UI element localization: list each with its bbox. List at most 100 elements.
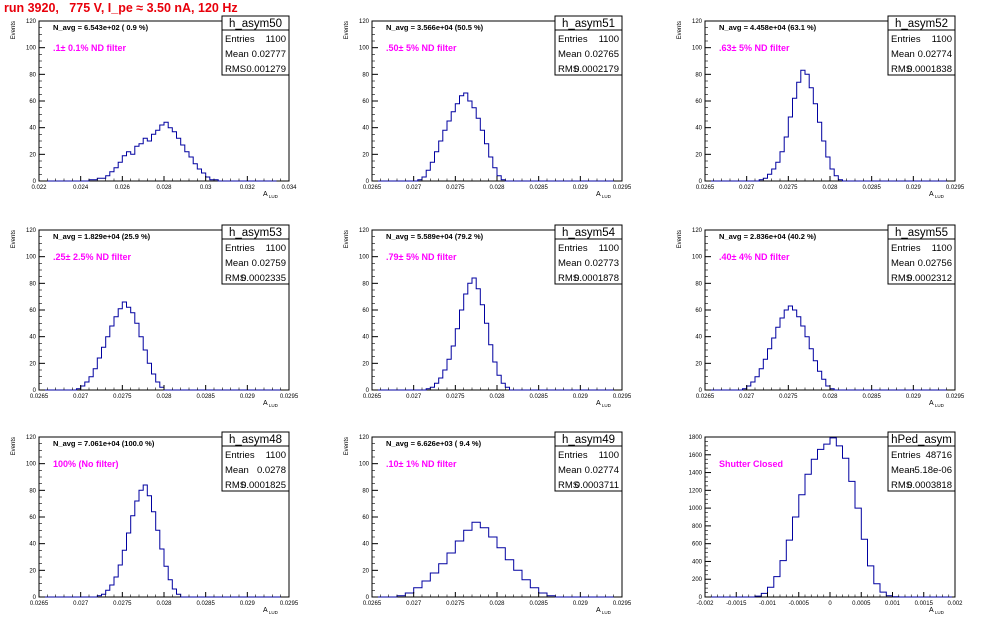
y-tick-label: 100	[359, 462, 370, 468]
x-tick-label: 0.027	[739, 394, 755, 400]
y-tick-label: 40	[695, 335, 702, 341]
x-tick-label: 0.028	[156, 394, 172, 400]
y-tick-label: 80	[695, 72, 702, 78]
y-tick-label: 0	[33, 595, 37, 601]
y-tick-label: 100	[692, 46, 703, 52]
x-tick-label: 0.0295	[946, 185, 965, 191]
x-tick-label: 0.0285	[196, 394, 215, 400]
stats-box	[887, 431, 956, 492]
x-tick-label: 0.0265	[696, 394, 715, 400]
stat-label-mean: Mean	[891, 49, 915, 60]
filter-annotation: 100% (No filter)	[53, 459, 119, 469]
x-tick-label: 0.03	[200, 185, 212, 191]
filter-annotation: .1± 0.1% ND filter	[53, 43, 126, 53]
histogram-line	[376, 92, 614, 182]
stat-value-mean: 0.02759	[252, 258, 286, 269]
y-tick-label: 120	[359, 19, 370, 25]
stat-label-entries: Entries	[558, 243, 588, 254]
stat-value-mean: 0.02777	[252, 49, 286, 60]
y-axis-label: Events	[344, 437, 350, 455]
stat-label-mean: Mean	[225, 49, 249, 60]
stat-label-rms: RMS	[558, 64, 579, 75]
x-tick-label: 0.029	[573, 394, 589, 400]
stat-value-rms: 0.0001825	[241, 480, 286, 491]
x-tick-label: 0.0275	[446, 394, 465, 400]
histogram-line	[376, 277, 614, 391]
navg-annotation: N_avg = 3.566e+04 (50.5 %)	[386, 23, 484, 32]
y-tick-label: 60	[362, 308, 369, 314]
x-tick-label: 0.029	[573, 601, 589, 607]
y-tick-label: 60	[29, 99, 36, 105]
histogram-panel-h_asym50: 0.022 0.024 0.026 0.028 0.03 0.032 0.034 0 20 40 6…	[11, 15, 297, 199]
x-tick-label: 0.029	[240, 394, 256, 400]
y-tick-label: 40	[29, 542, 36, 548]
filter-annotation: .25± 2.5% ND filter	[53, 252, 131, 262]
x-tick-label: 0.0265	[30, 601, 49, 607]
histogram-panel-h_asym53: 0.0265 0.027 0.0275 0.028 0.0285 0.029 0.0295 0…	[11, 224, 299, 408]
stat-value-entries: 1100	[599, 243, 619, 254]
stat-value-entries: 1100	[932, 243, 952, 254]
filter-annotation: .50± 5% ND filter	[386, 43, 457, 53]
y-tick-label: 800	[692, 524, 703, 530]
x-tick-label: 0.029	[240, 601, 256, 607]
x-tick-label: 0.029	[573, 185, 589, 191]
y-tick-label: 100	[359, 46, 370, 52]
y-tick-label: 60	[695, 308, 702, 314]
y-tick-label: 120	[692, 228, 703, 234]
y-axis-label: Events	[344, 21, 350, 39]
y-tick-label: 1600	[689, 453, 703, 459]
histogram-name: h_asym49	[562, 434, 615, 446]
x-axis-label: A LUD	[263, 400, 279, 408]
y-tick-label: 40	[362, 126, 369, 132]
stats-box	[887, 224, 956, 285]
y-tick-label: 80	[362, 281, 369, 287]
x-tick-label: 0.0295	[946, 394, 965, 400]
stat-label-mean: Mean	[891, 258, 915, 269]
stat-value-entries: 1100	[599, 450, 619, 461]
stats-box	[554, 224, 623, 285]
stat-value-entries: 1100	[599, 34, 619, 45]
x-axis-label: A LUD	[929, 607, 945, 615]
stat-label-rms: RMS	[558, 480, 579, 491]
stat-label-mean: Mean	[558, 258, 582, 269]
stat-value-mean: -5.18e-06	[911, 465, 952, 476]
stats-box	[887, 15, 956, 76]
x-tick-label: 0.027	[73, 394, 89, 400]
x-tick-label: -0.0005	[789, 601, 810, 607]
y-tick-label: 100	[26, 255, 37, 261]
y-tick-label: 0	[699, 388, 703, 394]
filter-annotation: .10± 1% ND filter	[386, 459, 457, 469]
stat-value-mean: 0.0278	[257, 465, 286, 476]
stat-label-entries: Entries	[558, 34, 588, 45]
x-tick-label: 0.0285	[529, 185, 548, 191]
stat-value-mean: 0.02756	[918, 258, 952, 269]
x-tick-label: 0.0265	[363, 185, 382, 191]
x-tick-label: 0.0285	[529, 394, 548, 400]
x-tick-label: 0.001	[885, 601, 901, 607]
histogram-line	[47, 121, 277, 182]
histogram-panel-h_asym55: 0.0265 0.027 0.0275 0.028 0.0285 0.029 0.0295 0…	[677, 224, 965, 408]
x-tick-label: 0.028	[489, 601, 505, 607]
stat-value-entries: 1100	[266, 34, 286, 45]
y-tick-label: 400	[692, 559, 703, 565]
histogram-panel-h_asym49: 0.0265 0.027 0.0275 0.028 0.0285 0.029 0.0295 0…	[344, 431, 632, 615]
navg-annotation: N_avg = 6.626e+03 ( 9.4 %)	[386, 439, 482, 448]
y-tick-label: 80	[29, 72, 36, 78]
histogram-line	[376, 521, 614, 598]
y-axis-label: Events	[11, 437, 17, 455]
x-tick-label: 0.0275	[779, 394, 798, 400]
y-tick-label: 20	[362, 568, 369, 574]
stat-label-mean: Mean	[891, 465, 915, 476]
histogram-panel-h_asym54: 0.0265 0.027 0.0275 0.028 0.0285 0.029 0.0295 0…	[344, 224, 632, 408]
stat-label-mean: Mean	[225, 465, 249, 476]
y-tick-label: 40	[362, 335, 369, 341]
histogram-name: h_asym54	[562, 227, 616, 239]
stats-box	[554, 431, 623, 492]
histogram-name: hPed_asym	[891, 434, 952, 446]
x-tick-label: 0.029	[906, 185, 922, 191]
y-tick-label: 20	[695, 152, 702, 158]
stats-box	[221, 431, 290, 492]
y-tick-label: 0	[699, 179, 703, 185]
x-tick-label: 0.032	[240, 185, 256, 191]
x-tick-label: 0.0295	[613, 185, 632, 191]
